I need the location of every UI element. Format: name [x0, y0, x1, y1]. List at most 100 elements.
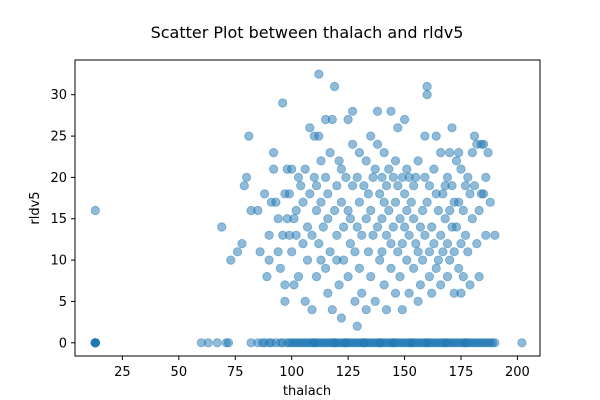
scatter-point — [347, 106, 358, 116]
scatter-point — [417, 205, 428, 216]
scatter-point — [314, 69, 324, 79]
scatter-point — [424, 247, 434, 257]
y-tick-label: 0 — [59, 336, 67, 351]
scatter-point — [305, 123, 315, 133]
y-tick-label: 30 — [50, 88, 67, 103]
scatter-point — [402, 255, 412, 265]
scatter-point — [384, 205, 394, 216]
scatter-point — [264, 255, 274, 265]
scatter-point — [411, 172, 421, 182]
scatter-point — [372, 222, 383, 232]
scatter-point — [212, 338, 222, 348]
scatter-point — [413, 296, 423, 306]
scatter-point — [361, 156, 371, 166]
scatter-point — [427, 222, 437, 232]
scatter-point — [343, 271, 353, 282]
scatter-point — [307, 305, 317, 315]
scatter-point — [345, 239, 355, 249]
scatter-point — [289, 214, 299, 224]
scatter-point — [271, 197, 281, 207]
scatter-point — [379, 197, 389, 207]
scatter-point — [431, 263, 441, 273]
scatter-point — [329, 205, 340, 216]
scatter-point — [334, 156, 344, 166]
scatter-point — [478, 189, 489, 199]
x-axis: 25 50 75 100 125 150 175 200 — [114, 356, 530, 380]
x-tick-label: 200 — [505, 365, 530, 380]
scatter-point — [397, 305, 407, 315]
scatter-point — [275, 263, 285, 273]
scatter-point — [451, 222, 462, 232]
scatter-point — [323, 214, 333, 224]
scatter-point — [408, 214, 419, 224]
scatter-point — [384, 164, 394, 174]
scatter-point — [377, 247, 387, 257]
scatter-point — [458, 271, 468, 282]
y-tick-label: 5 — [59, 295, 67, 310]
scatter-point — [329, 81, 340, 92]
scatter-point — [226, 255, 236, 265]
scatter-point — [485, 197, 495, 207]
scatter-point — [305, 189, 315, 199]
scatter-point — [336, 197, 346, 207]
scatter-point — [408, 263, 419, 273]
scatter-point — [429, 164, 439, 174]
scatter-point — [375, 189, 385, 199]
scatter-point — [456, 288, 466, 298]
x-tick-label: 175 — [449, 365, 474, 380]
scatter-point — [316, 197, 326, 207]
scatter-point — [300, 164, 310, 174]
scatter-point — [393, 247, 403, 257]
scatter-point — [223, 338, 234, 348]
y-tick-label: 20 — [50, 171, 67, 186]
scatter-point — [203, 338, 213, 348]
scatter-point — [408, 181, 419, 191]
scatter-point — [478, 139, 489, 149]
x-tick-label: 150 — [392, 365, 417, 380]
scatter-point — [377, 214, 387, 224]
scatter-point — [287, 164, 297, 174]
scatter-point — [90, 205, 100, 216]
scatter-point — [273, 214, 283, 224]
scatter-point — [467, 148, 477, 158]
scatter-point — [338, 255, 349, 265]
scatter-point — [244, 131, 254, 141]
scatter-point — [325, 247, 335, 257]
scatter-point — [460, 230, 471, 240]
scatter-point — [393, 181, 403, 191]
scatter-point — [273, 247, 283, 257]
scatter-point — [436, 148, 446, 158]
scatter-point — [332, 230, 342, 240]
scatter-point — [415, 222, 425, 232]
scatter-point — [311, 181, 322, 191]
scatter-point — [424, 271, 434, 282]
scatter-point — [463, 172, 473, 182]
scatter-point — [422, 197, 432, 207]
scatter-point — [447, 181, 457, 191]
scatter-point — [320, 263, 331, 273]
scatter-point — [357, 230, 367, 240]
scatter-point — [420, 230, 430, 240]
scatter-point — [268, 164, 279, 174]
scatter-point — [469, 131, 480, 141]
scatter-point — [386, 239, 396, 249]
scatter-point — [458, 205, 468, 216]
scatter-point — [352, 172, 362, 182]
scatter-point — [490, 230, 500, 240]
y-tick-label: 15 — [50, 212, 67, 227]
scatter-point — [375, 255, 385, 265]
scatter-point — [395, 214, 405, 224]
scatter-point — [300, 296, 310, 306]
scatter-point — [311, 205, 322, 216]
scatter-point — [451, 156, 462, 166]
scatter-point — [442, 271, 453, 282]
scatter-point — [436, 280, 446, 290]
scatter-point — [487, 338, 498, 348]
scatter-point — [343, 114, 353, 125]
scatter-point — [370, 164, 380, 174]
scatter-point — [259, 189, 270, 199]
scatter-point — [262, 271, 272, 282]
scatter-point — [232, 247, 243, 257]
y-axis: 0 5 10 15 20 25 30 — [50, 88, 75, 351]
